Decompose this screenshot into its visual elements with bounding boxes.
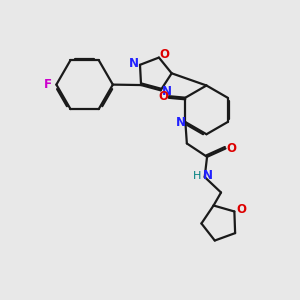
Text: N: N <box>162 85 172 98</box>
Text: N: N <box>176 116 186 129</box>
Text: F: F <box>44 78 52 91</box>
Text: O: O <box>159 48 169 61</box>
Text: O: O <box>226 142 236 155</box>
Text: O: O <box>236 203 246 217</box>
Text: O: O <box>158 90 168 103</box>
Text: N: N <box>128 57 139 70</box>
Text: H: H <box>193 171 201 181</box>
Text: N: N <box>203 169 213 182</box>
